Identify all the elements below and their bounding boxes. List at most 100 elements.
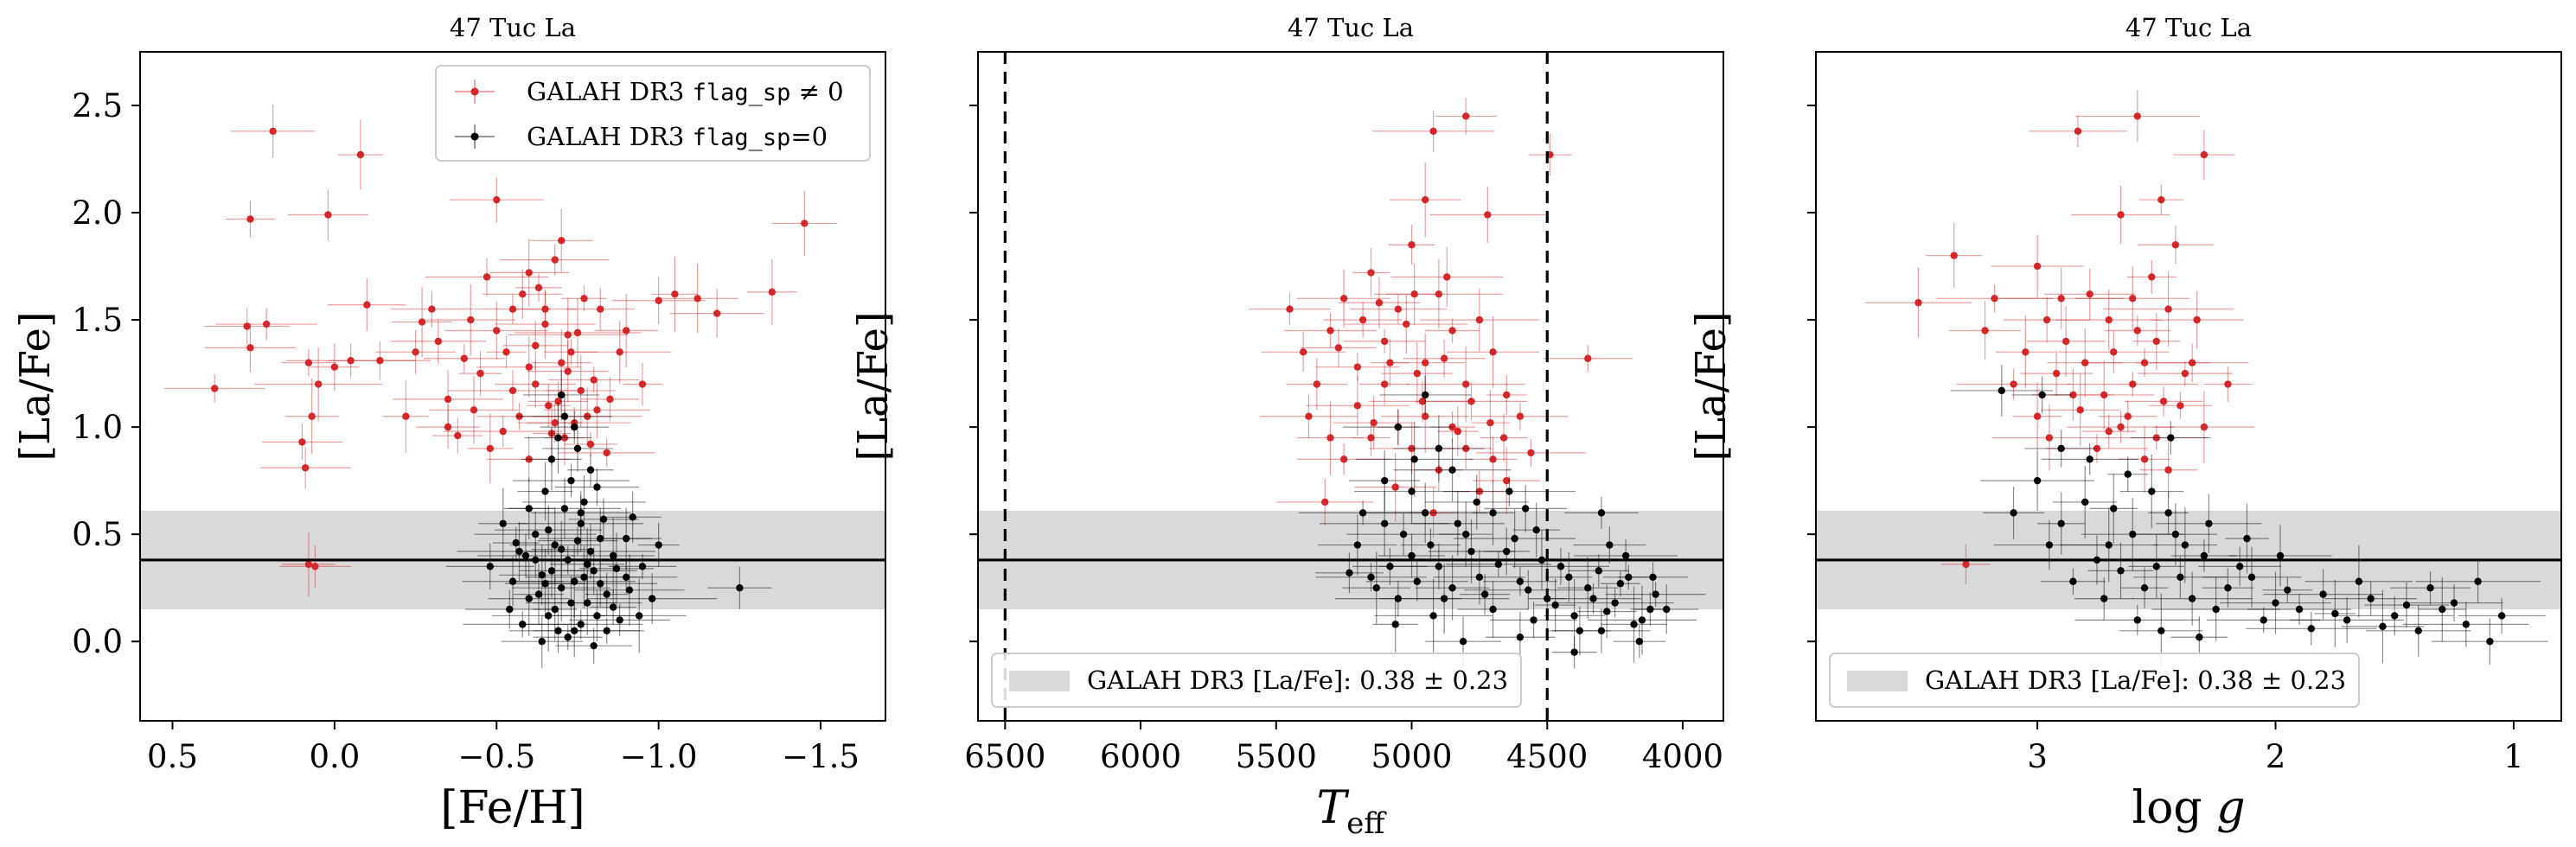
x-tick-label: 0.0 <box>309 738 360 775</box>
data-point <box>2038 391 2046 399</box>
data-point <box>508 386 517 395</box>
data-point <box>2497 612 2506 620</box>
data-point <box>671 290 679 298</box>
data-point <box>356 150 365 159</box>
data-point <box>308 412 316 420</box>
data-point <box>347 357 355 365</box>
data-point <box>1408 444 1416 453</box>
data-point <box>525 595 533 602</box>
data-point <box>1435 444 1443 453</box>
data-point <box>2129 295 2137 302</box>
data-point <box>534 590 543 598</box>
x-tick-label: 4000 <box>1642 738 1723 775</box>
data-point <box>1305 412 1313 420</box>
x-tick-label: 6000 <box>1100 738 1181 775</box>
data-point <box>571 627 578 635</box>
data-point <box>584 412 591 420</box>
data-point <box>269 127 277 135</box>
data-point <box>1410 290 1418 298</box>
data-point <box>376 357 384 365</box>
data-point <box>2224 380 2232 388</box>
data-point <box>1313 380 1321 388</box>
data-point <box>246 215 254 223</box>
data-point <box>541 487 549 495</box>
data-point <box>418 318 426 326</box>
data-point <box>2140 359 2149 366</box>
data-point <box>1981 327 1989 334</box>
x-tick-label: −0.5 <box>457 738 535 775</box>
data-point <box>1494 560 1503 569</box>
data-point <box>584 599 591 607</box>
data-point <box>493 195 501 204</box>
data-point <box>1950 252 1958 259</box>
data-point <box>499 519 507 527</box>
data-point <box>2133 112 2141 120</box>
data-point <box>2117 567 2125 575</box>
panel-2: 6500 6000 5500 5000 4500 4000 47 Tuc La [La/Fe]… <box>849 13 1724 841</box>
data-point <box>1386 563 1394 570</box>
data-point <box>547 455 556 463</box>
data-point <box>564 331 572 339</box>
data-point <box>2414 627 2422 635</box>
legend-entry-flagged: GALAH DR3 flag_sp ≠ 0 <box>527 77 844 106</box>
data-point <box>2159 398 2168 405</box>
data-point <box>554 627 562 635</box>
data-point <box>2010 380 2017 388</box>
data-point <box>2133 616 2141 624</box>
data-point <box>736 583 744 592</box>
data-point <box>560 434 569 442</box>
data-point <box>609 603 617 611</box>
data-point <box>2224 583 2232 592</box>
data-point <box>638 563 647 570</box>
data-point <box>1998 386 2006 395</box>
data-point <box>243 322 251 330</box>
plot-area <box>978 52 1723 721</box>
data-point <box>558 583 566 592</box>
data-point <box>2052 369 2061 378</box>
data-point <box>493 327 501 334</box>
data-point <box>2367 595 2375 602</box>
data-point <box>622 573 630 581</box>
data-point <box>538 571 546 579</box>
data-point <box>525 363 533 371</box>
data-point <box>2100 391 2108 399</box>
data-point <box>2426 583 2434 592</box>
data-point <box>1625 573 1633 581</box>
data-point <box>1516 577 1525 585</box>
data-point <box>402 412 410 420</box>
data-point <box>590 376 598 384</box>
data-point <box>551 418 559 427</box>
data-point <box>1570 648 1578 656</box>
data-point <box>1413 577 1421 585</box>
data-point <box>324 211 332 219</box>
data-point <box>2181 369 2189 378</box>
panel-title: 47 Tuc La <box>450 13 576 42</box>
legend-box <box>991 653 1522 708</box>
data-point <box>1422 359 1429 366</box>
data-point <box>1408 551 1416 560</box>
legend-band-swatch <box>1009 671 1070 691</box>
data-point <box>1380 380 1389 388</box>
data-point <box>1346 569 1353 577</box>
data-point <box>532 380 540 388</box>
data-point <box>1486 418 1494 427</box>
data-point <box>2181 541 2189 549</box>
data-point <box>1286 305 1294 313</box>
data-point <box>2010 509 2017 517</box>
data-point <box>1339 295 1348 302</box>
data-point <box>444 395 452 404</box>
data-point <box>1584 583 1592 592</box>
data-point <box>1334 344 1343 352</box>
data-point <box>551 541 559 549</box>
x-axis-label: [Fe/H] <box>440 782 585 834</box>
data-point <box>314 380 323 388</box>
legend-box <box>1829 653 2360 708</box>
data-point <box>2057 295 2065 302</box>
data-point <box>1565 573 1573 581</box>
data-point <box>541 580 549 588</box>
data-point <box>573 537 582 544</box>
data-point <box>444 423 452 431</box>
data-point <box>521 551 530 560</box>
data-point <box>311 563 319 570</box>
data-point <box>2319 590 2327 598</box>
